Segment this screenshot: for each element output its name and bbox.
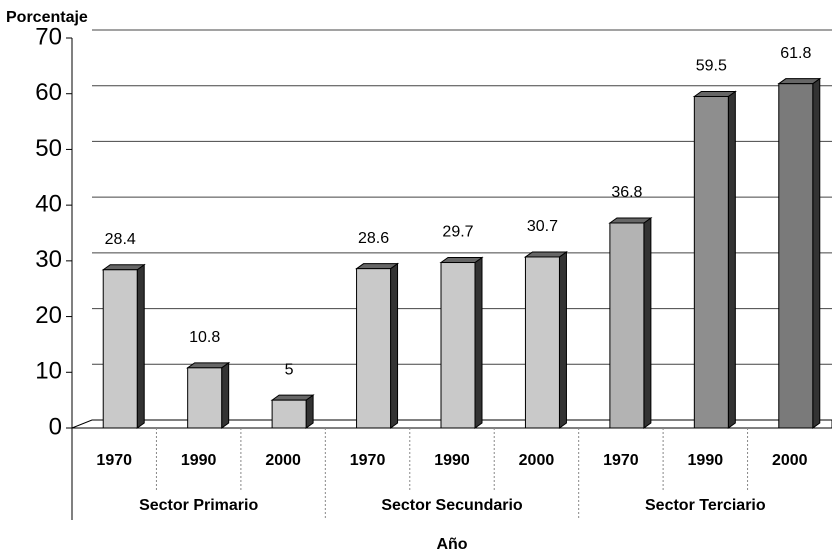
y-tick-label: 50 (35, 135, 62, 162)
x-tick-label: 1970 (603, 452, 639, 469)
value-label: 5 (285, 361, 294, 378)
value-label: 30.7 (527, 218, 558, 235)
y-tick-label: 60 (35, 79, 62, 106)
bar (778, 83, 814, 429)
x-axis-label: Año (436, 536, 467, 553)
bar-top (608, 217, 653, 224)
bar-top (354, 263, 400, 270)
y-tick-label: 20 (35, 302, 62, 329)
value-label: 29.7 (442, 224, 473, 241)
value-label: 28.4 (105, 231, 136, 248)
y-tick-label: 40 (35, 190, 62, 217)
bar-side (812, 77, 821, 429)
bar (693, 96, 729, 429)
bar (524, 256, 560, 429)
bar-top (186, 362, 231, 369)
value-label: 28.6 (358, 230, 389, 247)
x-tick-label: 1990 (688, 452, 724, 469)
value-label: 36.8 (611, 184, 642, 201)
bar-side (727, 90, 736, 429)
value-label: 61.8 (780, 45, 811, 62)
x-tick-label: 2000 (519, 452, 555, 469)
bar-side (558, 250, 567, 429)
bar (271, 399, 307, 429)
y-axis-label: Porcentaje (6, 9, 88, 26)
bar (187, 367, 223, 429)
bar-side (305, 394, 314, 429)
bar-side (643, 216, 652, 429)
bar (102, 269, 138, 429)
x-tick-label: 1970 (350, 452, 386, 469)
group-label: Sector Secundario (381, 497, 523, 514)
y-tick-label: 70 (35, 23, 62, 50)
bar-side (221, 361, 230, 429)
x-tick-label: 1970 (96, 452, 132, 469)
y-tick-label: 30 (35, 246, 62, 273)
group-label: Sector Primario (139, 497, 258, 514)
value-label: 59.5 (696, 58, 727, 75)
bar-top (101, 264, 146, 271)
bar (356, 268, 392, 429)
bar-top (523, 251, 569, 258)
value-label: 10.8 (189, 329, 220, 346)
bar (609, 222, 645, 429)
y-tick-label: 10 (35, 358, 62, 385)
x-tick-label: 1990 (181, 452, 217, 469)
x-tick-label: 2000 (772, 452, 808, 469)
bar (440, 262, 476, 429)
bar-top (777, 78, 822, 85)
bar-top (692, 91, 737, 97)
bar-side (390, 262, 399, 429)
bar-side (136, 263, 145, 429)
x-tick-label: 1990 (434, 452, 470, 469)
bar-top (439, 257, 484, 264)
bar-side (474, 256, 483, 429)
bar-top (270, 394, 315, 401)
x-tick-label: 2000 (265, 452, 301, 469)
y-tick-label: 0 (49, 413, 62, 440)
group-label: Sector Terciario (645, 497, 766, 514)
